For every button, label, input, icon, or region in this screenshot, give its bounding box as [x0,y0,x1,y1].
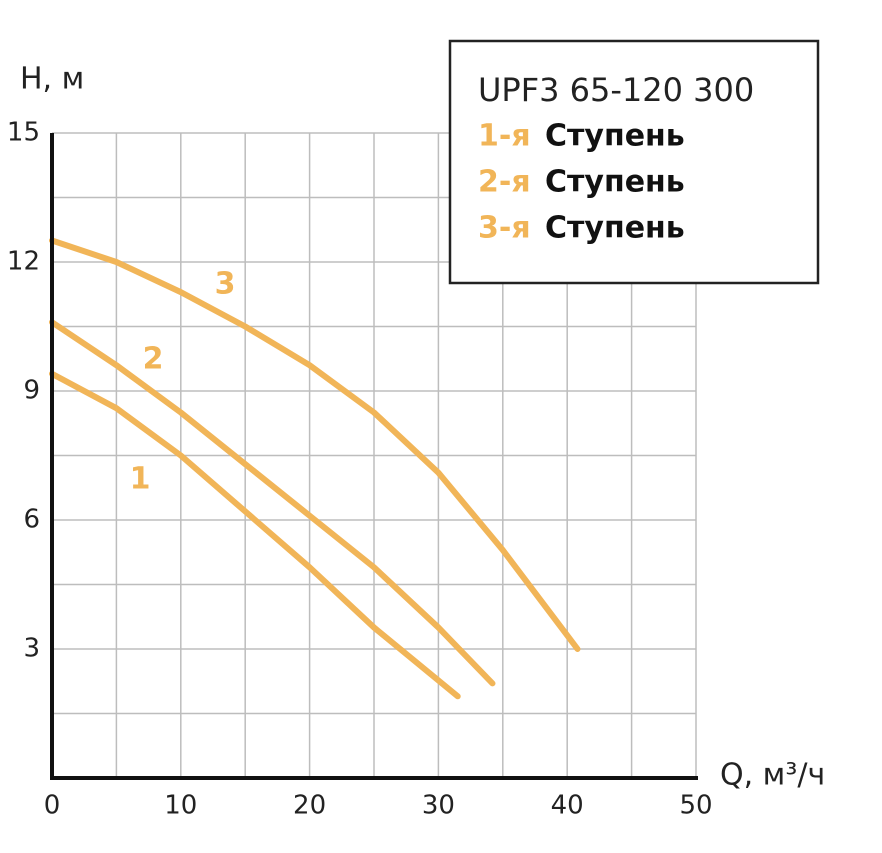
curve-label: 3 [215,267,236,302]
x-tick-label: 30 [422,791,455,821]
legend-suffix: Ступень [545,165,685,200]
legend: 1-я Ступень 2-я Ступень 3-я Ступень [478,119,685,246]
legend-name: 1-я [478,119,531,154]
y-tick-label: 12 [7,247,40,277]
x-tick-label: 40 [551,791,584,821]
y-axis-title: H, м [20,62,84,97]
x-tick-label: 0 [44,791,61,821]
y-tick-label: 15 [7,118,40,148]
y-tick-label: 6 [23,505,40,535]
legend-suffix: Ступень [545,211,685,246]
series-line [49,237,581,652]
curve-label: 1 [130,462,151,497]
legend-suffix: Ступень [545,119,685,154]
x-tick-label: 10 [164,791,197,821]
x-tick-label: 50 [679,791,712,821]
series-line [49,370,461,700]
legend-box [448,39,820,285]
plot: 1 2 3 [49,237,581,700]
y-tick-label: 9 [23,376,40,406]
x-tick-label: 20 [293,791,326,821]
legend-title: UPF3 65-120 300 [478,71,754,109]
curve-label: 2 [143,342,164,377]
series-line [49,319,496,687]
legend-name: 2-я [478,165,531,200]
legend-name: 3-я [478,211,531,246]
x-axis-title: Q, м³/ч [720,758,825,793]
y-tick-label: 3 [23,634,40,664]
